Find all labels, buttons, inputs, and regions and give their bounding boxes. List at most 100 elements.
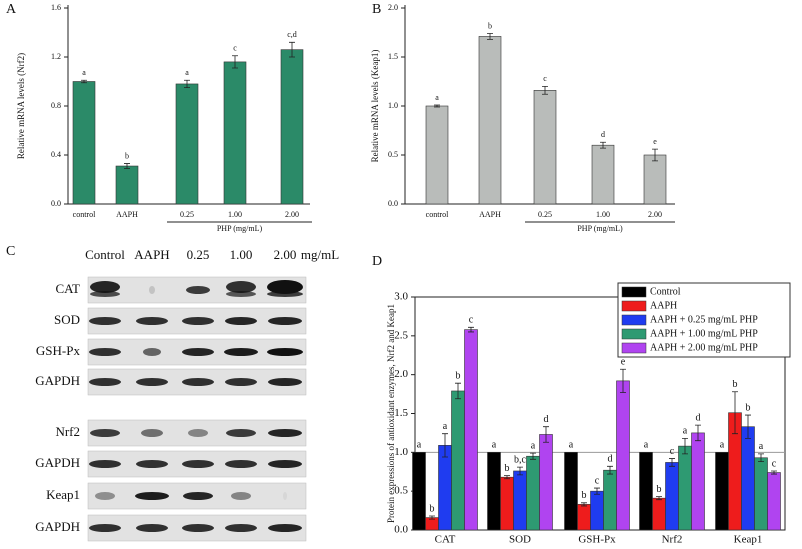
significance-letter: a	[531, 440, 536, 451]
blot-row-label: GAPDH	[35, 519, 80, 534]
y-tick-label: 2.0	[394, 368, 408, 380]
error-bar	[581, 502, 587, 507]
x-tick-label: Nrf2	[662, 534, 683, 546]
blot-band	[231, 492, 251, 500]
significance-letter: c,d	[287, 30, 297, 39]
y-tick-label: 0.0	[51, 199, 61, 208]
y-tick-label: 3.0	[394, 291, 408, 303]
blot-band	[225, 524, 257, 532]
blot-row-label: GAPDH	[35, 455, 80, 470]
blot-band	[268, 429, 302, 437]
blot-row-label: GAPDH	[35, 373, 80, 388]
x-tick-label: AAPH	[116, 210, 138, 219]
bar	[280, 49, 304, 205]
blot-band	[268, 524, 302, 532]
bar	[590, 490, 604, 531]
bar	[487, 452, 501, 531]
x-tick-label: control	[73, 210, 96, 219]
x-tick-label: 2.00	[648, 210, 662, 219]
y-tick-label: 0.0	[394, 524, 408, 536]
bar	[616, 380, 630, 531]
bar	[115, 165, 139, 205]
significance-letter: c	[670, 446, 675, 457]
panel-label: B	[372, 2, 381, 17]
blot-band	[183, 492, 213, 500]
significance-letter: b,c	[514, 454, 527, 465]
y-tick-label: 2.0	[388, 3, 398, 12]
y-tick-label: 0.8	[51, 101, 61, 110]
blot-band	[225, 317, 257, 325]
error-bar	[455, 382, 461, 400]
significance-letter: a	[417, 440, 422, 451]
bar	[464, 329, 478, 531]
error-bar	[487, 33, 493, 40]
blot-band	[136, 317, 168, 325]
bar	[754, 457, 768, 531]
error-bar	[232, 55, 238, 69]
error-bar	[504, 475, 510, 480]
blot-band	[136, 460, 168, 468]
blot-band	[225, 378, 257, 386]
significance-letter: a	[683, 426, 688, 437]
bar	[438, 445, 452, 531]
blot-band	[182, 524, 214, 532]
y-tick-label: 0.5	[388, 150, 398, 159]
blot-band	[149, 286, 155, 294]
x-tick-label: 1.00	[228, 210, 242, 219]
error-bar	[656, 496, 662, 501]
significance-letter: b	[430, 503, 435, 514]
y-tick-label: 0.4	[51, 150, 61, 159]
significance-letter: b	[657, 484, 662, 495]
significance-letter: a	[185, 68, 189, 77]
legend-swatch	[621, 300, 647, 312]
blot-band	[182, 460, 214, 468]
y-tick-label: 0.5	[394, 485, 408, 497]
bar	[577, 504, 591, 531]
blot-band	[143, 348, 161, 356]
bar	[639, 452, 653, 531]
blot-row-label: Nrf2	[55, 424, 80, 439]
blot-band	[136, 378, 168, 386]
bar	[451, 390, 465, 531]
x-tick-label: AAPH	[479, 210, 501, 219]
blot-row-label: GSH-Px	[36, 343, 81, 358]
x-tick-label: Keap1	[734, 534, 763, 546]
blot-band	[89, 378, 121, 386]
blot-band	[135, 492, 169, 500]
x-tick-label: CAT	[435, 534, 456, 546]
panel-label: D	[372, 254, 382, 269]
bar	[425, 105, 449, 205]
legend-label: Control	[650, 286, 681, 297]
error-bar	[429, 515, 435, 520]
y-tick-label: 1.0	[388, 101, 398, 110]
legend-swatch	[621, 328, 647, 340]
significance-letter: a	[720, 440, 725, 451]
y-tick-label: 1.5	[394, 407, 408, 419]
error-bar	[682, 437, 688, 455]
bar	[691, 432, 705, 531]
error-bar	[695, 424, 701, 442]
significance-letter: b	[733, 379, 738, 390]
x-tick-label: 1.00	[596, 210, 610, 219]
blot-band	[182, 317, 214, 325]
x-tick-label: 2.00	[285, 210, 299, 219]
error-bar	[442, 433, 448, 458]
blot-band	[188, 429, 208, 437]
error-bar	[607, 465, 613, 475]
error-bar	[745, 414, 751, 439]
blot-band	[89, 317, 121, 325]
blot-row-label: SOD	[54, 312, 80, 327]
x-axis-label: PHP (mg/mL)	[577, 224, 623, 233]
legend-label: AAPH + 1.00 mg/mL PHP	[650, 328, 758, 339]
bar	[741, 426, 755, 531]
bar	[767, 472, 781, 531]
significance-letter: c	[469, 315, 474, 326]
blot-unit: mg/mL	[301, 247, 339, 262]
panel-label: C	[6, 244, 15, 259]
bar	[539, 434, 553, 531]
blot-column-label: 2.00	[274, 247, 297, 262]
blot-row-label: CAT	[55, 281, 80, 296]
significance-letter: b	[505, 463, 510, 474]
significance-letter: a	[443, 421, 448, 432]
y-tick-label: 2.5	[394, 329, 408, 341]
